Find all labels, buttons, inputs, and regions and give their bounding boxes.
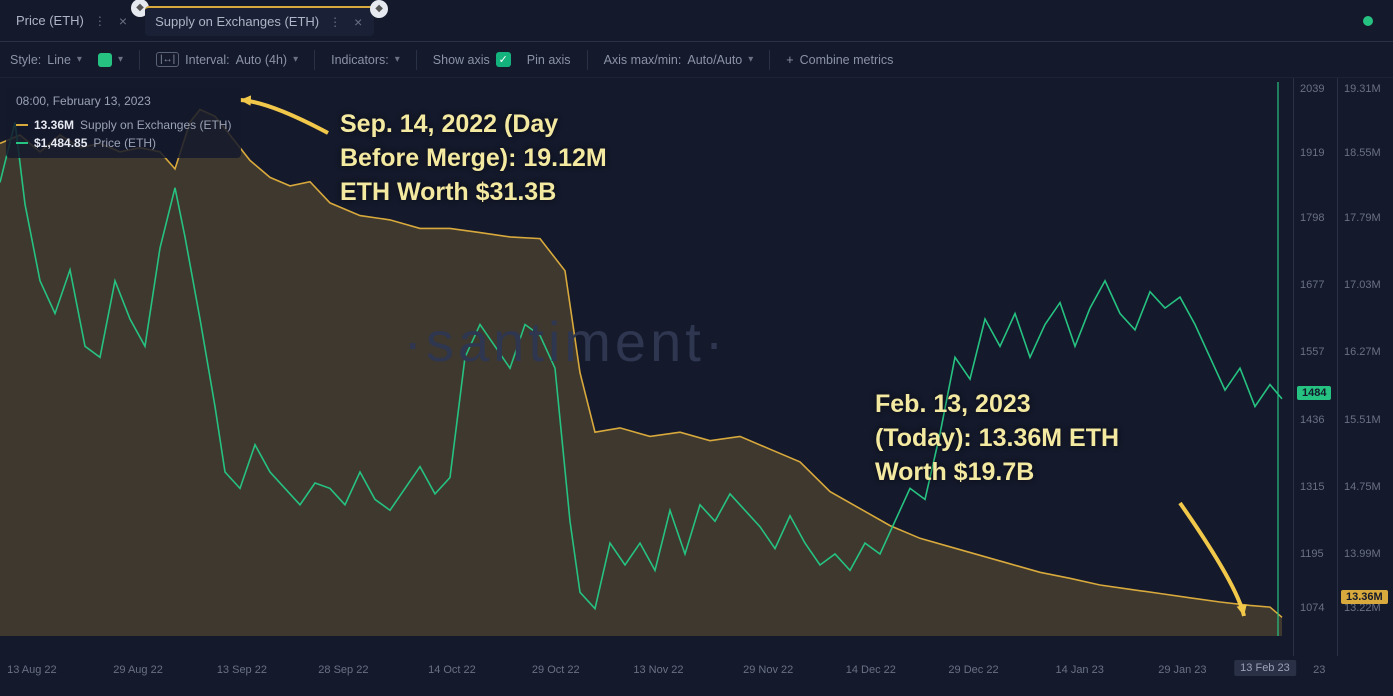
- eth-icon: ◆: [370, 0, 388, 18]
- axis-tick: 28 Sep 22: [318, 664, 368, 676]
- chevron-down-icon: ▾: [118, 54, 123, 65]
- connection-status-dot: [1363, 16, 1373, 26]
- time-axis: 13 Aug 22 29 Aug 22 13 Sep 22 28 Sep 22 14 O…: [0, 656, 1293, 696]
- divider: [587, 50, 588, 70]
- series-dash-icon: [16, 124, 28, 126]
- legend-row: $1,484.85 Price (ETH): [16, 136, 231, 150]
- axis-tick: 14 Dec 22: [846, 664, 896, 676]
- axis-tick: 1074: [1300, 602, 1324, 614]
- color-swatch[interactable]: ▾: [98, 53, 123, 67]
- axis-tick: 1195: [1300, 548, 1324, 560]
- tab-supply[interactable]: ◆ Supply on Exchanges (ETH) ⋮ ×: [145, 6, 374, 36]
- axis-tick: 23: [1313, 664, 1325, 676]
- axis-tick: 13 Feb 23: [1234, 660, 1296, 676]
- axis-tick: 29 Jan 23: [1158, 664, 1206, 676]
- axis-tick: 2039: [1300, 83, 1324, 95]
- current-supply-badge: 13.36M: [1341, 590, 1388, 604]
- chevron-down-icon: ▾: [77, 54, 82, 65]
- current-price-badge: 1484: [1297, 386, 1331, 400]
- axis-tick: 14.75M: [1344, 481, 1381, 493]
- tab-price[interactable]: ◆ Price (ETH) ⋮ ×: [6, 7, 139, 35]
- axis-tick: 15.51M: [1344, 414, 1381, 426]
- axis-tick: 1919: [1300, 147, 1324, 159]
- interval-icon: |↔|: [156, 52, 179, 67]
- tab-menu-icon[interactable]: ⋮: [329, 15, 342, 29]
- swatch-icon: [98, 53, 112, 67]
- supply-axis: 19.31M 18.55M 17.79M 17.03M 16.27M 15.51M 14.7…: [1337, 78, 1393, 656]
- legend-value: $1,484.85: [34, 136, 87, 150]
- show-axis-toggle[interactable]: Show axis ✓: [433, 52, 511, 67]
- series-dash-icon: [16, 142, 28, 144]
- axis-tick: 29 Dec 22: [948, 664, 998, 676]
- legend-value: 13.36M: [34, 118, 74, 132]
- axis-tick: 13.99M: [1344, 548, 1381, 560]
- price-axis: 2039 1919 1798 1677 1557 1436 1315 1195 1074 1484: [1293, 78, 1337, 656]
- divider: [769, 50, 770, 70]
- axis-tick: 17.79M: [1344, 212, 1381, 224]
- divider: [314, 50, 315, 70]
- axis-tick: 14 Jan 23: [1056, 664, 1104, 676]
- plus-icon: +: [786, 53, 793, 67]
- chart-toolbar: Style: Line ▾ ▾ |↔| Interval: Auto (4h) …: [0, 42, 1393, 78]
- tab-menu-icon[interactable]: ⋮: [94, 14, 107, 28]
- tab-label: Price (ETH): [16, 13, 84, 28]
- legend-row: 13.36M Supply on Exchanges (ETH): [16, 118, 231, 132]
- axis-tick: 16.27M: [1344, 346, 1381, 358]
- axis-tick: 1315: [1300, 481, 1324, 493]
- axis-tick: 1557: [1300, 346, 1324, 358]
- close-icon[interactable]: ×: [117, 13, 129, 29]
- chevron-down-icon: ▾: [395, 54, 400, 65]
- chevron-down-icon: ▾: [293, 54, 298, 65]
- chart-area: ·santiment· 08:00, February 13, 2023 13.…: [0, 78, 1393, 696]
- indicators-selector[interactable]: Indicators: ▾: [331, 53, 400, 67]
- axis-maxmin-selector[interactable]: Axis max/min: Auto/Auto ▾: [604, 53, 754, 67]
- divider: [416, 50, 417, 70]
- annotation-text: Feb. 13, 2023(Today): 13.36M ETHWorth $1…: [875, 388, 1119, 489]
- axis-tick: 13 Nov 22: [633, 664, 683, 676]
- tabs-bar: ◆ Price (ETH) ⋮ × ◆ Supply on Exchanges …: [0, 0, 1393, 42]
- axis-tick: 13 Aug 22: [7, 664, 57, 676]
- combine-metrics-button[interactable]: + Combine metrics: [786, 53, 893, 67]
- axis-tick: 29 Aug 22: [113, 664, 163, 676]
- axis-tick: 29 Nov 22: [743, 664, 793, 676]
- chevron-down-icon: ▾: [748, 54, 753, 65]
- hover-tooltip: 08:00, February 13, 2023 13.36M Supply o…: [6, 88, 241, 158]
- axis-tick: 1436: [1300, 414, 1324, 426]
- legend-name: Supply on Exchanges (ETH): [80, 118, 231, 132]
- chart-canvas[interactable]: ·santiment·: [0, 78, 1285, 656]
- close-icon[interactable]: ×: [352, 14, 364, 30]
- axis-tick: 29 Oct 22: [532, 664, 580, 676]
- axis-tick: 13 Sep 22: [217, 664, 267, 676]
- axis-tick: 18.55M: [1344, 147, 1381, 159]
- checkbox-icon: ✓: [496, 52, 511, 67]
- tooltip-date: 08:00, February 13, 2023: [16, 94, 231, 108]
- axis-tick: 1677: [1300, 279, 1324, 291]
- axis-tick: 1798: [1300, 212, 1324, 224]
- interval-selector[interactable]: |↔| Interval: Auto (4h) ▾: [156, 52, 298, 67]
- axis-tick: 19.31M: [1344, 83, 1381, 95]
- style-selector[interactable]: Style: Line ▾: [10, 53, 82, 67]
- annotation-text: Sep. 14, 2022 (DayBefore Merge): 19.12ME…: [340, 108, 607, 209]
- tab-label: Supply on Exchanges (ETH): [155, 14, 319, 29]
- divider: [139, 50, 140, 70]
- pin-axis-toggle[interactable]: Pin axis: [527, 53, 571, 67]
- svg-text:·santiment·: ·santiment·: [403, 310, 727, 373]
- axis-tick: 17.03M: [1344, 279, 1381, 291]
- axis-tick: 14 Oct 22: [428, 664, 476, 676]
- legend-name: Price (ETH): [93, 136, 156, 150]
